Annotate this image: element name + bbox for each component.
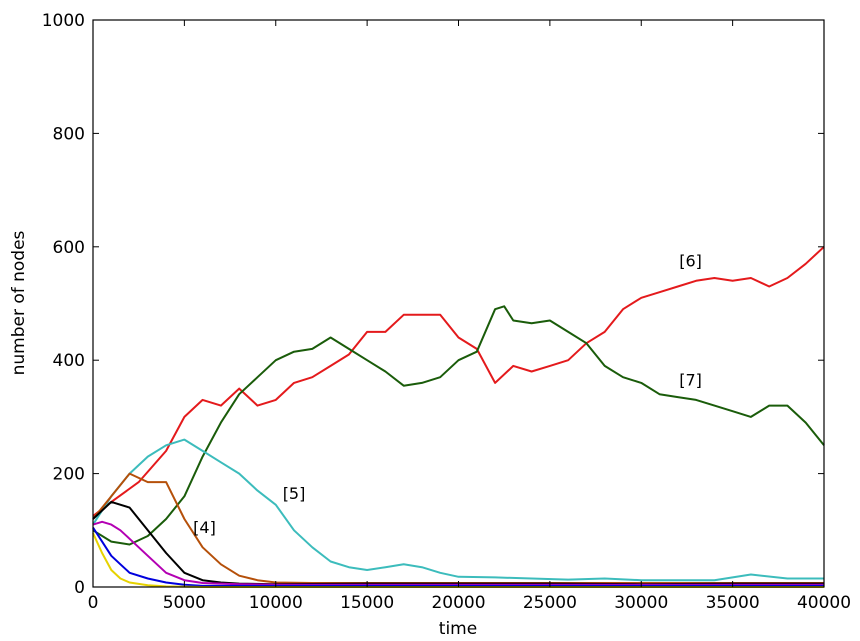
series-annotation: [4] [193,518,216,537]
series-annotation: [5] [283,484,306,503]
x-tick-label: 25000 [523,593,577,613]
series-line-7 [92,526,824,587]
y-axis-title: number of nodes [9,230,29,375]
series-layer [92,246,825,588]
series-line-3 [92,438,824,582]
series-annotation: [6] [679,252,702,271]
x-tick-label: 15000 [340,593,394,613]
x-tick-label: 35000 [706,593,760,613]
y-tick-label: 200 [53,465,85,485]
x-axis-title: time [439,619,477,639]
y-tick-label: 800 [53,124,85,144]
annotation-layer: [4] [5] [6] [7] [193,252,702,537]
series-line-2 [92,305,825,546]
series-annotation: [7] [679,371,702,390]
series-line-6 [92,520,824,586]
y-tick-label: 600 [53,238,85,258]
x-tick-label: 10000 [249,593,303,613]
y-tick-label: 0 [74,578,85,598]
series-line-5 [92,500,824,586]
x-tick-label: 0 [88,593,99,613]
y-tick-label: 1000 [42,11,85,31]
x-tick-label: 5000 [163,593,206,613]
y-tick-label: 400 [53,351,85,371]
x-tick-label: 30000 [614,593,668,613]
x-tick-label: 20000 [431,593,485,613]
ticks-layer: 0 5000 10000 15000 20000 25000 30000 35000 40000… [42,11,851,613]
series-line-8 [92,532,824,588]
plot-frame [92,19,825,588]
x-tick-label: 40000 [797,593,851,613]
series-line-1 [92,246,825,517]
